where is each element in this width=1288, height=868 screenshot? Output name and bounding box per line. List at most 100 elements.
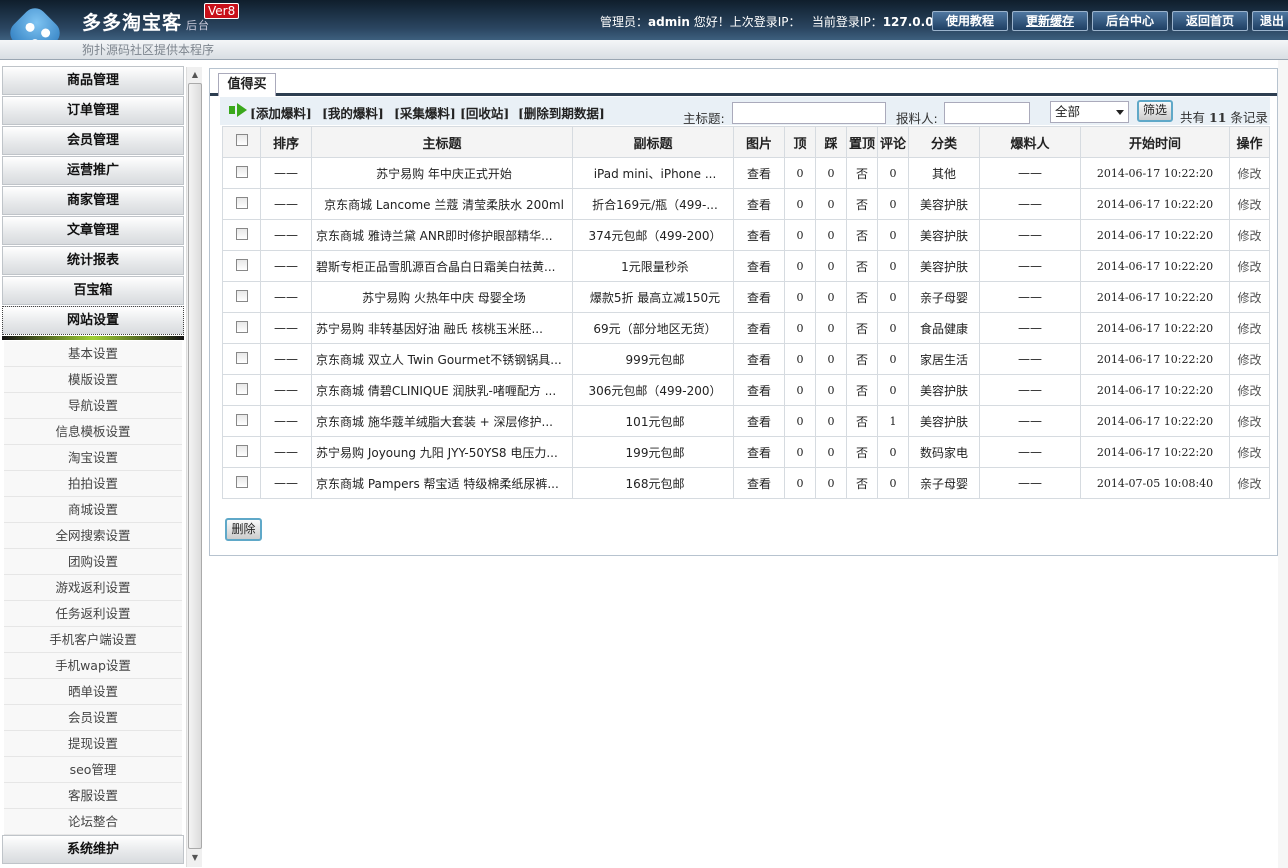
row-checkbox[interactable]	[222, 157, 261, 189]
submenu-item[interactable]: 拍拍设置	[4, 471, 182, 497]
checkbox-icon[interactable]	[235, 227, 248, 240]
edit-link[interactable]: 修改	[1229, 188, 1270, 220]
up-count: 0	[784, 157, 816, 189]
category-cell: 食品健康	[908, 312, 980, 344]
delete-expired-link[interactable]: [删除到期数据]	[518, 106, 605, 121]
logout-button[interactable]: 退出	[1252, 11, 1288, 31]
scroll-up-icon[interactable]: ▲	[191, 70, 199, 79]
edit-link[interactable]: 修改	[1229, 157, 1270, 189]
menu-site-settings[interactable]: 网站设置	[2, 306, 184, 335]
checkbox-icon[interactable]	[235, 320, 248, 333]
view-image-link[interactable]: 查看	[733, 343, 785, 375]
view-image-link[interactable]: 查看	[733, 157, 785, 189]
row-checkbox[interactable]	[222, 188, 261, 220]
submenu-item[interactable]: 全网搜索设置	[4, 523, 182, 549]
menu-system-maintenance[interactable]: 系统维护	[2, 835, 184, 864]
row-checkbox[interactable]	[222, 281, 261, 313]
checkbox-icon[interactable]	[235, 413, 248, 426]
view-image-link[interactable]: 查看	[733, 188, 785, 220]
menu-promotion[interactable]: 运营推广	[2, 156, 184, 185]
row-checkbox[interactable]	[222, 219, 261, 251]
submenu-item[interactable]: 信息模板设置	[4, 419, 182, 445]
menu-reports[interactable]: 统计报表	[2, 246, 184, 275]
edit-link[interactable]: 修改	[1229, 467, 1270, 499]
checkbox-icon[interactable]	[235, 196, 248, 209]
edit-link[interactable]: 修改	[1229, 250, 1270, 282]
checkbox-icon[interactable]	[235, 289, 248, 302]
update-cache-button[interactable]: 更新缓存	[1012, 11, 1088, 31]
edit-link[interactable]: 修改	[1229, 436, 1270, 468]
view-image-link[interactable]: 查看	[733, 436, 785, 468]
submenu-item[interactable]: 手机客户端设置	[4, 627, 182, 653]
scrollbar-thumb[interactable]	[188, 83, 202, 849]
tutorial-button[interactable]: 使用教程	[932, 11, 1008, 31]
edit-link[interactable]: 修改	[1229, 405, 1270, 437]
add-report-link[interactable]: [添加爆料]	[250, 106, 312, 121]
view-image-link[interactable]: 查看	[733, 405, 785, 437]
row-checkbox[interactable]	[222, 374, 261, 406]
submenu-item[interactable]: 会员设置	[4, 705, 182, 731]
submenu-item[interactable]: 论坛整合	[4, 809, 182, 835]
title-input[interactable]	[732, 102, 886, 124]
edit-link[interactable]: 修改	[1229, 374, 1270, 406]
view-image-link[interactable]: 查看	[733, 250, 785, 282]
menu-merchants[interactable]: 商家管理	[2, 186, 184, 215]
row-checkbox[interactable]	[222, 312, 261, 344]
submenu-item[interactable]: 晒单设置	[4, 679, 182, 705]
edit-link[interactable]: 修改	[1229, 312, 1270, 344]
checkbox-icon[interactable]	[235, 258, 248, 271]
page-scrollbar[interactable]	[1278, 60, 1288, 868]
menu-toolbox[interactable]: 百宝箱	[2, 276, 184, 305]
checkbox-icon[interactable]	[235, 475, 248, 488]
submenu-item[interactable]: seo管理	[4, 757, 182, 783]
reporter-input[interactable]	[944, 102, 1030, 124]
row-checkbox[interactable]	[222, 250, 261, 282]
delete-button[interactable]: 删除	[225, 518, 262, 541]
sidebar-scrollbar[interactable]: ▲ ▼	[186, 67, 202, 867]
view-image-link[interactable]: 查看	[733, 219, 785, 251]
recycle-bin-link[interactable]: [回收站]	[460, 106, 510, 121]
checkbox-icon[interactable]	[235, 134, 248, 146]
collect-reports-link[interactable]: [采集爆料]	[394, 106, 456, 121]
admin-center-button[interactable]: 后台中心	[1092, 11, 1168, 31]
row-checkbox[interactable]	[222, 467, 261, 499]
submenu-item[interactable]: 团购设置	[4, 549, 182, 575]
view-image-link[interactable]: 查看	[733, 374, 785, 406]
view-image-link[interactable]: 查看	[733, 467, 785, 499]
view-image-link[interactable]: 查看	[733, 312, 785, 344]
home-button[interactable]: 返回首页	[1172, 11, 1248, 31]
row-checkbox[interactable]	[222, 405, 261, 437]
row-checkbox[interactable]	[222, 343, 261, 375]
submenu-item[interactable]: 基本设置	[4, 341, 182, 367]
filter-button[interactable]: 筛选	[1137, 100, 1173, 122]
checkbox-icon[interactable]	[235, 382, 248, 395]
row-checkbox[interactable]	[222, 436, 261, 468]
menu-products[interactable]: 商品管理	[2, 66, 184, 95]
submenu-item[interactable]: 游戏返利设置	[4, 575, 182, 601]
menu-articles[interactable]: 文章管理	[2, 216, 184, 245]
edit-link[interactable]: 修改	[1229, 281, 1270, 313]
submenu-item[interactable]: 淘宝设置	[4, 445, 182, 471]
submenu-item[interactable]: 手机wap设置	[4, 653, 182, 679]
scroll-down-icon[interactable]: ▼	[191, 853, 199, 862]
submenu-item[interactable]: 提现设置	[4, 731, 182, 757]
menu-orders[interactable]: 订单管理	[2, 96, 184, 125]
category-select[interactable]: 全部	[1050, 101, 1129, 123]
my-reports-link[interactable]: [我的爆料]	[322, 106, 384, 121]
menu-members[interactable]: 会员管理	[2, 126, 184, 155]
reporter-cell: ——	[979, 188, 1081, 220]
tab-worth-buying[interactable]: 值得买	[218, 73, 276, 96]
select-all-checkbox[interactable]	[222, 126, 261, 158]
submenu-item[interactable]: 模版设置	[4, 367, 182, 393]
edit-link[interactable]: 修改	[1229, 343, 1270, 375]
reporter-cell: ——	[979, 157, 1081, 189]
submenu-item[interactable]: 任务返利设置	[4, 601, 182, 627]
checkbox-icon[interactable]	[235, 351, 248, 364]
submenu-item[interactable]: 导航设置	[4, 393, 182, 419]
submenu-item[interactable]: 客服设置	[4, 783, 182, 809]
view-image-link[interactable]: 查看	[733, 281, 785, 313]
checkbox-icon[interactable]	[235, 165, 248, 178]
checkbox-icon[interactable]	[235, 444, 248, 457]
submenu-item[interactable]: 商城设置	[4, 497, 182, 523]
edit-link[interactable]: 修改	[1229, 219, 1270, 251]
